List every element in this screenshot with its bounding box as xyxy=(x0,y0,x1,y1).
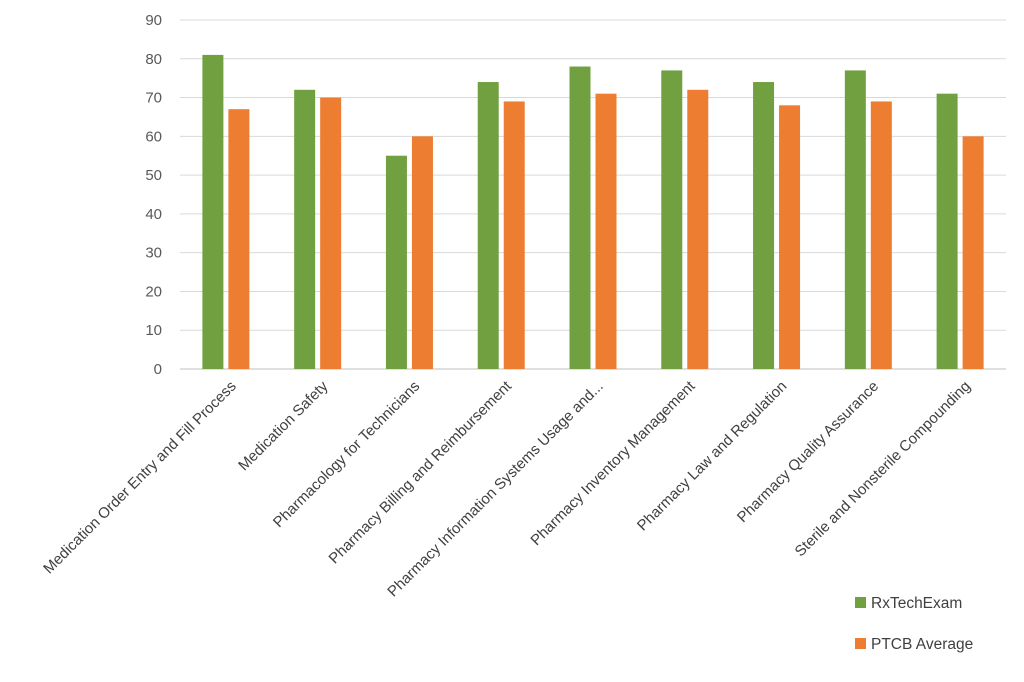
x-category-label: Medication Order Entry and Fill Process xyxy=(40,378,239,577)
bar-rxtechexam xyxy=(936,93,958,369)
y-tick-label: 20 xyxy=(145,283,162,300)
gridlines xyxy=(180,19,1006,370)
bar-rxtechexam xyxy=(844,70,866,370)
bar-ptcb-average xyxy=(595,93,617,369)
bar-ptcb-average xyxy=(687,89,709,370)
y-tick-label: 50 xyxy=(145,167,162,184)
bar-rxtechexam xyxy=(661,70,683,370)
x-category-label: Pharmacy Inventory Management xyxy=(527,377,699,549)
x-category-label: Sterile and Nonsterile Compounding xyxy=(792,378,974,560)
x-category-label: Pharmacy Billing and Reimbursement xyxy=(326,377,516,567)
y-tick-label: 60 xyxy=(145,128,162,145)
bar-ptcb-average xyxy=(779,105,801,370)
y-tick-label: 30 xyxy=(145,245,162,262)
x-axis-category-labels: Medication Order Entry and Fill ProcessM… xyxy=(40,377,974,600)
bar-ptcb-average xyxy=(503,101,525,369)
x-category-label: Pharmacology for Technicians xyxy=(270,378,423,531)
bars xyxy=(202,54,984,370)
bar-ptcb-average xyxy=(870,101,892,369)
legend: RxTechExam PTCB Average xyxy=(855,595,973,653)
bar-ptcb-average xyxy=(411,136,433,369)
x-category-label: Pharmacy Information Systems Usage and..… xyxy=(384,378,606,600)
bar-rxtechexam xyxy=(294,89,316,370)
y-tick-label: 10 xyxy=(145,322,162,339)
legend-swatch xyxy=(855,638,866,649)
bar-rxtechexam xyxy=(753,82,775,370)
bar-rxtechexam xyxy=(569,66,591,370)
bar-ptcb-average xyxy=(228,109,250,369)
x-category-label: Pharmacy Law and Regulation xyxy=(634,378,790,534)
y-tick-label: 40 xyxy=(145,206,162,223)
bar-rxtechexam xyxy=(202,54,224,370)
y-tick-label: 0 xyxy=(154,361,162,378)
legend-label: PTCB Average xyxy=(871,636,973,653)
bar-rxtechexam xyxy=(477,82,499,370)
y-axis-ticks: 0 10 20 30 40 50 60 70 80 90 xyxy=(145,12,162,378)
legend-swatch xyxy=(855,597,866,608)
x-category-label: Medication Safety xyxy=(235,377,332,474)
bar-ptcb-average xyxy=(320,97,342,370)
y-tick-label: 90 xyxy=(145,12,162,29)
y-tick-label: 80 xyxy=(145,51,162,68)
bar-rxtechexam xyxy=(385,155,407,369)
legend-label: RxTechExam xyxy=(871,595,962,612)
bar-ptcb-average xyxy=(962,136,984,369)
y-tick-label: 70 xyxy=(145,90,162,107)
